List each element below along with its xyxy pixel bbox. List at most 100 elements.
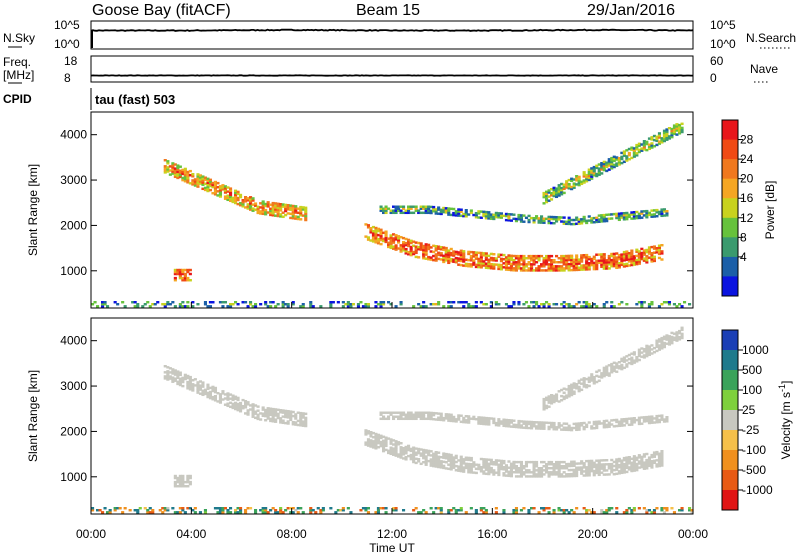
data-cell bbox=[296, 211, 300, 215]
data-cell bbox=[186, 279, 190, 282]
data-cell bbox=[665, 136, 669, 139]
data-cell bbox=[487, 262, 491, 266]
data-cell bbox=[171, 168, 175, 171]
data-cell bbox=[474, 463, 478, 466]
data-cell bbox=[567, 178, 571, 182]
data-cell bbox=[524, 263, 529, 266]
data-cell bbox=[244, 200, 248, 203]
ytick-label: 2000 bbox=[60, 424, 87, 438]
data-cell bbox=[627, 260, 631, 263]
data-cell bbox=[482, 511, 486, 514]
data-cell bbox=[462, 305, 466, 308]
data-cell bbox=[459, 420, 463, 424]
data-cell bbox=[550, 221, 554, 225]
data-cell bbox=[163, 171, 167, 174]
data-cell bbox=[657, 212, 662, 216]
data-cell bbox=[595, 253, 599, 256]
data-cell bbox=[427, 415, 431, 418]
data-cell bbox=[213, 193, 218, 196]
data-cell bbox=[557, 216, 561, 219]
data-cell bbox=[560, 388, 564, 392]
data-cell bbox=[376, 437, 381, 441]
data-cell bbox=[203, 182, 208, 186]
data-cell bbox=[266, 415, 270, 418]
data-cell bbox=[407, 415, 411, 418]
data-cell bbox=[647, 347, 652, 350]
data-cell bbox=[429, 411, 433, 415]
data-cell bbox=[597, 469, 601, 473]
data-cell bbox=[196, 385, 200, 388]
data-cell bbox=[610, 167, 614, 170]
data-cell bbox=[577, 387, 581, 391]
data-cell bbox=[246, 205, 250, 208]
data-cell bbox=[166, 374, 170, 377]
data-cell bbox=[487, 213, 491, 216]
data-cell bbox=[462, 260, 466, 263]
data-cell bbox=[602, 424, 606, 427]
data-cell bbox=[477, 465, 481, 469]
data-cell bbox=[432, 254, 436, 258]
data-cell bbox=[261, 206, 265, 209]
data-cell bbox=[236, 196, 240, 200]
data-cell bbox=[610, 507, 614, 510]
data-cell bbox=[509, 472, 514, 476]
data-cell bbox=[637, 150, 641, 154]
data-cell bbox=[487, 466, 491, 470]
data-cell bbox=[366, 442, 371, 445]
data-cell bbox=[565, 261, 569, 264]
data-cell bbox=[276, 214, 280, 218]
data-cell bbox=[570, 464, 574, 468]
data-cell bbox=[178, 482, 182, 486]
data-cell bbox=[116, 507, 120, 510]
data-cell bbox=[261, 406, 265, 409]
data-cell bbox=[241, 301, 245, 304]
data-cell bbox=[630, 463, 634, 467]
data-cell bbox=[379, 242, 383, 246]
data-cell bbox=[469, 471, 473, 474]
data-cell bbox=[582, 171, 586, 174]
data-cell bbox=[472, 415, 476, 419]
data-cell bbox=[657, 452, 662, 455]
data-cell bbox=[652, 247, 657, 250]
data-cell bbox=[660, 509, 664, 512]
data-cell bbox=[407, 242, 411, 246]
data-cell bbox=[577, 175, 581, 179]
data-cell bbox=[216, 190, 220, 193]
data-cell bbox=[361, 507, 366, 510]
data-cell bbox=[514, 465, 519, 468]
data-cell bbox=[264, 408, 268, 412]
data-cell bbox=[592, 216, 596, 220]
data-cell bbox=[570, 268, 574, 272]
data-cell bbox=[590, 173, 594, 176]
data-cell bbox=[620, 155, 624, 159]
data-cell bbox=[173, 276, 177, 280]
data-cell bbox=[414, 241, 418, 244]
data-cell bbox=[632, 419, 636, 422]
data-cell bbox=[231, 396, 235, 399]
data-cell bbox=[602, 370, 606, 374]
data-cell bbox=[547, 425, 551, 429]
data-cell bbox=[414, 205, 418, 208]
data-cell bbox=[449, 253, 453, 257]
data-cell bbox=[590, 425, 594, 428]
data-cell bbox=[181, 380, 185, 384]
data-cell bbox=[163, 165, 167, 168]
data-cell bbox=[507, 421, 511, 424]
ytick-label: 3000 bbox=[60, 173, 87, 187]
data-cell bbox=[670, 133, 674, 137]
data-cell bbox=[602, 259, 606, 262]
data-cell bbox=[244, 198, 248, 201]
data-cell bbox=[585, 459, 589, 463]
data-cell bbox=[635, 148, 639, 151]
data-cell bbox=[595, 467, 599, 471]
data-cell bbox=[600, 422, 604, 425]
data-cell bbox=[437, 206, 441, 209]
data-cell bbox=[181, 474, 185, 478]
data-cell bbox=[397, 235, 401, 238]
data-cell bbox=[545, 301, 549, 304]
data-cell bbox=[590, 511, 594, 514]
data-cell bbox=[186, 380, 190, 384]
data-cell bbox=[650, 415, 654, 418]
data-cell bbox=[201, 389, 205, 392]
